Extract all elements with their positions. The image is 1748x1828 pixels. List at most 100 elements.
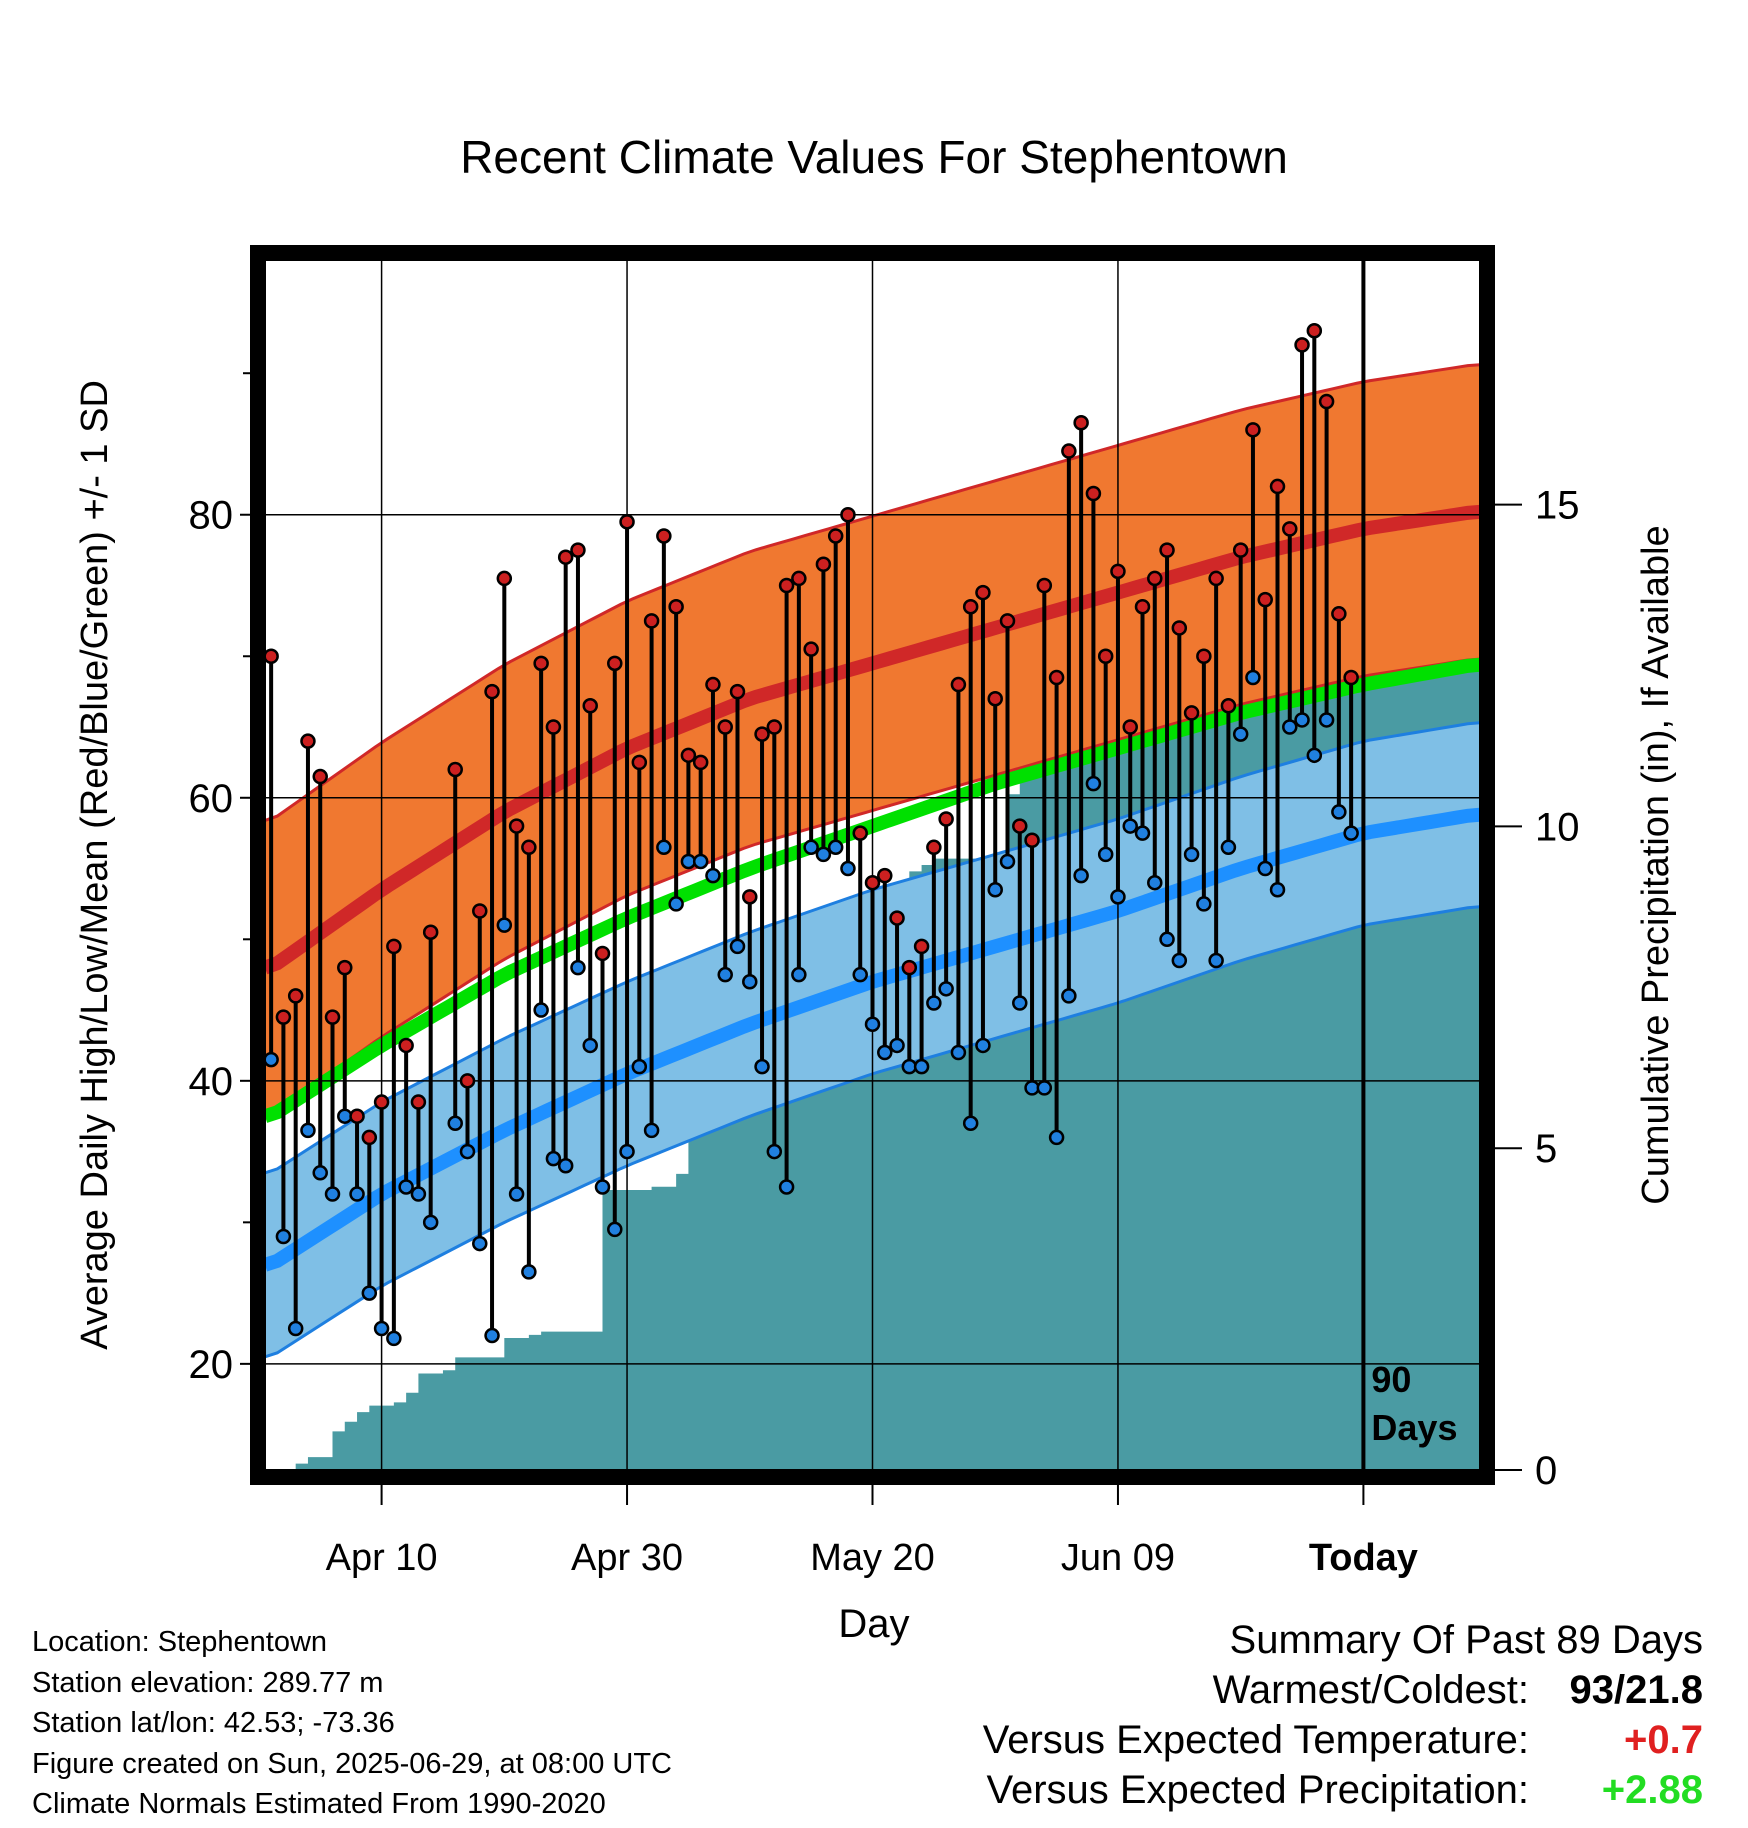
daily-high-point	[729, 683, 746, 700]
daily-low-point	[1073, 867, 1089, 884]
daily-high-point	[1220, 698, 1237, 714]
today-days-label: Days	[1371, 1407, 1457, 1448]
daily-low-point	[791, 966, 807, 983]
daily-high-point	[521, 839, 537, 856]
y-tick-label: 40	[189, 1060, 234, 1104]
daily-low-point	[840, 860, 856, 877]
daily-high-point	[373, 1094, 390, 1110]
daily-high-point	[324, 1009, 341, 1025]
plot-frame	[250, 245, 1495, 1485]
daily-low-point	[508, 1186, 525, 1202]
daily-high-point	[668, 598, 684, 615]
summary-warmest-row: Warmest/Coldest: 93/21.8	[983, 1665, 1703, 1715]
daily-high-point	[1245, 422, 1261, 438]
daily-low-point	[729, 938, 746, 955]
daily-low-point	[1085, 775, 1102, 792]
plot-area: 90 Days 20 40 60 80 0 5 10 15 Apr 10 Apr 30 May 20 Ju…	[189, 245, 1580, 1579]
daily-low-point	[1318, 712, 1335, 728]
daily-low-point	[312, 1165, 328, 1181]
daily-high-point	[265, 648, 279, 665]
daily-high-point	[631, 754, 648, 771]
daily-low-point	[398, 1179, 414, 1195]
daily-high-point	[643, 613, 660, 629]
daily-high-point	[1036, 577, 1053, 594]
daily-low-point	[447, 1115, 463, 1132]
daily-high-point	[619, 514, 635, 530]
daily-low-point	[1331, 804, 1347, 820]
daily-high-point	[300, 733, 316, 749]
daily-low-point	[1183, 846, 1200, 863]
daily-high-point	[913, 938, 930, 955]
daily-high-point	[545, 719, 562, 735]
daily-low-point	[410, 1186, 427, 1202]
daily-low-point	[582, 1037, 598, 1054]
daily-high-point	[815, 556, 832, 573]
daily-low-point	[827, 839, 844, 856]
warmest-value: 93/21.8	[1569, 1668, 1703, 1712]
daily-low-point	[717, 966, 733, 983]
daily-low-point	[1061, 988, 1077, 1004]
daily-low-point	[1220, 839, 1237, 856]
daily-low-point	[631, 1058, 648, 1075]
daily-high-point	[1269, 478, 1286, 495]
x-tick-label: Apr 30	[571, 1537, 683, 1579]
daily-low-point	[1097, 846, 1114, 863]
y2-tick-label: 5	[1535, 1127, 1557, 1171]
daily-high-point	[999, 613, 1016, 629]
y-axis-label: Average Daily High/Low/Mean (Red/Blue/Gr…	[74, 380, 116, 1350]
plot-content: 90 Days	[265, 260, 1480, 1470]
daily-low-point	[619, 1143, 635, 1160]
daily-high-point	[1073, 414, 1089, 431]
daily-low-point	[1159, 931, 1175, 948]
daily-high-point	[1196, 648, 1212, 665]
daily-low-point	[656, 839, 672, 856]
daily-low-point	[668, 896, 684, 912]
today-days-number: 90	[1371, 1359, 1411, 1400]
daily-low-point	[1036, 1080, 1053, 1096]
created-text: Figure created on Sun, 2025-06-29, at 08…	[32, 1747, 672, 1780]
daily-low-point	[324, 1186, 341, 1202]
daily-low-point	[361, 1285, 378, 1301]
daily-low-point	[545, 1150, 562, 1167]
daily-low-point	[265, 1051, 279, 1068]
daily-high-point	[1122, 719, 1138, 735]
daily-low-point	[692, 853, 709, 870]
daily-low-point	[987, 882, 1003, 898]
latlon-text: Station lat/lon: 42.53; -73.36	[32, 1707, 395, 1739]
daily-high-point	[778, 577, 795, 594]
daily-high-point	[938, 811, 954, 827]
x-tick-label: Today	[1309, 1537, 1418, 1579]
daily-high-point	[1282, 521, 1298, 537]
daily-low-point	[1343, 825, 1359, 841]
daily-high-point	[1159, 542, 1175, 558]
daily-high-point	[1343, 669, 1359, 686]
daily-high-point	[1134, 598, 1151, 615]
daily-high-point	[1110, 563, 1126, 580]
daily-high-point	[656, 528, 672, 544]
daily-low-point	[484, 1327, 500, 1344]
temp-anomaly-label: Versus Expected Temperature:	[982, 1718, 1529, 1762]
daily-high-point	[447, 761, 463, 778]
elevation-text: Station elevation: 289.77 m	[32, 1666, 384, 1699]
daily-high-point	[987, 690, 1003, 707]
daily-low-point	[386, 1330, 402, 1347]
daily-low-point	[1282, 719, 1298, 735]
daily-high-point	[742, 889, 758, 905]
daily-low-point	[1122, 818, 1138, 834]
daily-high-point	[484, 683, 500, 700]
y2-axis-label: Cumulative Precipitation (in), If Availa…	[1635, 525, 1677, 1204]
daily-low-point	[422, 1214, 439, 1231]
daily-high-point	[803, 641, 819, 657]
daily-high-point	[1147, 570, 1163, 587]
station-info: Location: Stephentown Station elevation:…	[32, 1622, 672, 1825]
daily-low-point	[373, 1320, 390, 1337]
daily-high-point	[533, 655, 549, 672]
chart-title: Recent Climate Values For Stephentown	[460, 131, 1288, 183]
daily-low-point	[962, 1115, 979, 1132]
daily-high-point	[1306, 323, 1323, 339]
summary-temp-row: Versus Expected Temperature: +0.7	[983, 1715, 1703, 1765]
daily-high-point	[1012, 818, 1028, 834]
daily-high-point	[607, 655, 623, 672]
daily-high-point	[852, 825, 868, 841]
